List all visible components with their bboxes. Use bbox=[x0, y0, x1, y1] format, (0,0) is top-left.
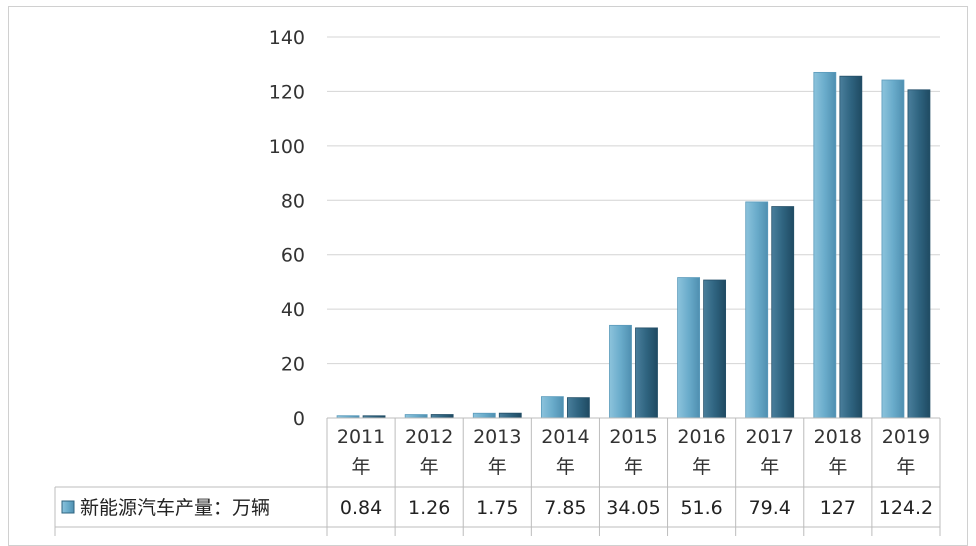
x-category-label: 2014 bbox=[541, 426, 589, 448]
bar-production bbox=[404, 414, 428, 419]
x-category-label: 2015 bbox=[609, 426, 657, 448]
bar-series-2 bbox=[703, 279, 727, 419]
data-value-label: 34.05 bbox=[606, 497, 660, 519]
x-category-label: 2016 bbox=[677, 426, 725, 448]
x-category-label: 2018 bbox=[814, 426, 862, 448]
x-category-label: 2012 bbox=[405, 426, 453, 448]
y-tick-label: 40 bbox=[281, 299, 305, 321]
x-category-label: 2019 bbox=[882, 426, 930, 448]
y-tick-label: 140 bbox=[269, 27, 305, 49]
data-value-label: 79.4 bbox=[749, 497, 791, 519]
y-tick-label: 20 bbox=[281, 354, 305, 376]
x-category-label: 2011 bbox=[337, 426, 385, 448]
bar-series-2 bbox=[430, 414, 454, 419]
bar-production bbox=[745, 201, 769, 419]
data-value-label: 124.2 bbox=[879, 497, 933, 519]
data-value-label: 1.75 bbox=[476, 497, 518, 519]
bar-series-2 bbox=[839, 75, 863, 419]
data-value-label: 7.85 bbox=[544, 497, 586, 519]
x-category-label: 2013 bbox=[473, 426, 521, 448]
data-value-label: 1.26 bbox=[408, 497, 450, 519]
bar-series-2 bbox=[907, 89, 931, 419]
x-category-label: 年 bbox=[352, 456, 371, 478]
x-category-label: 年 bbox=[420, 456, 439, 478]
bar-production bbox=[881, 79, 905, 419]
y-tick-label: 120 bbox=[269, 81, 305, 103]
data-value-label: 0.84 bbox=[340, 497, 382, 519]
bar-production bbox=[677, 277, 701, 419]
y-tick-label: 100 bbox=[269, 136, 305, 158]
x-category-label: 年 bbox=[896, 456, 915, 478]
bar-production bbox=[609, 324, 632, 419]
y-tick-label: 60 bbox=[281, 245, 305, 267]
y-tick-label: 80 bbox=[281, 190, 305, 212]
y-tick-label: 0 bbox=[293, 408, 305, 430]
bar-production bbox=[472, 412, 496, 419]
x-category-label: 年 bbox=[556, 456, 575, 478]
x-category-label: 年 bbox=[488, 456, 507, 478]
data-value-label: 51.6 bbox=[680, 497, 722, 519]
x-category-label: 年 bbox=[828, 456, 847, 478]
legend-key bbox=[61, 500, 75, 514]
x-category-label: 年 bbox=[692, 456, 711, 478]
bar-series-2 bbox=[498, 412, 522, 419]
x-category-label: 2017 bbox=[746, 426, 794, 448]
bar-series-2 bbox=[566, 397, 590, 419]
x-category-label: 年 bbox=[624, 456, 643, 478]
bar-series-2 bbox=[771, 206, 795, 419]
data-value-label: 127 bbox=[820, 497, 856, 519]
bar-production bbox=[813, 71, 837, 419]
bar-series-2 bbox=[635, 327, 658, 419]
x-category-label: 年 bbox=[760, 456, 779, 478]
bar-production bbox=[540, 396, 564, 419]
legend-label: 新能源汽车产量：万辆 bbox=[80, 497, 270, 519]
